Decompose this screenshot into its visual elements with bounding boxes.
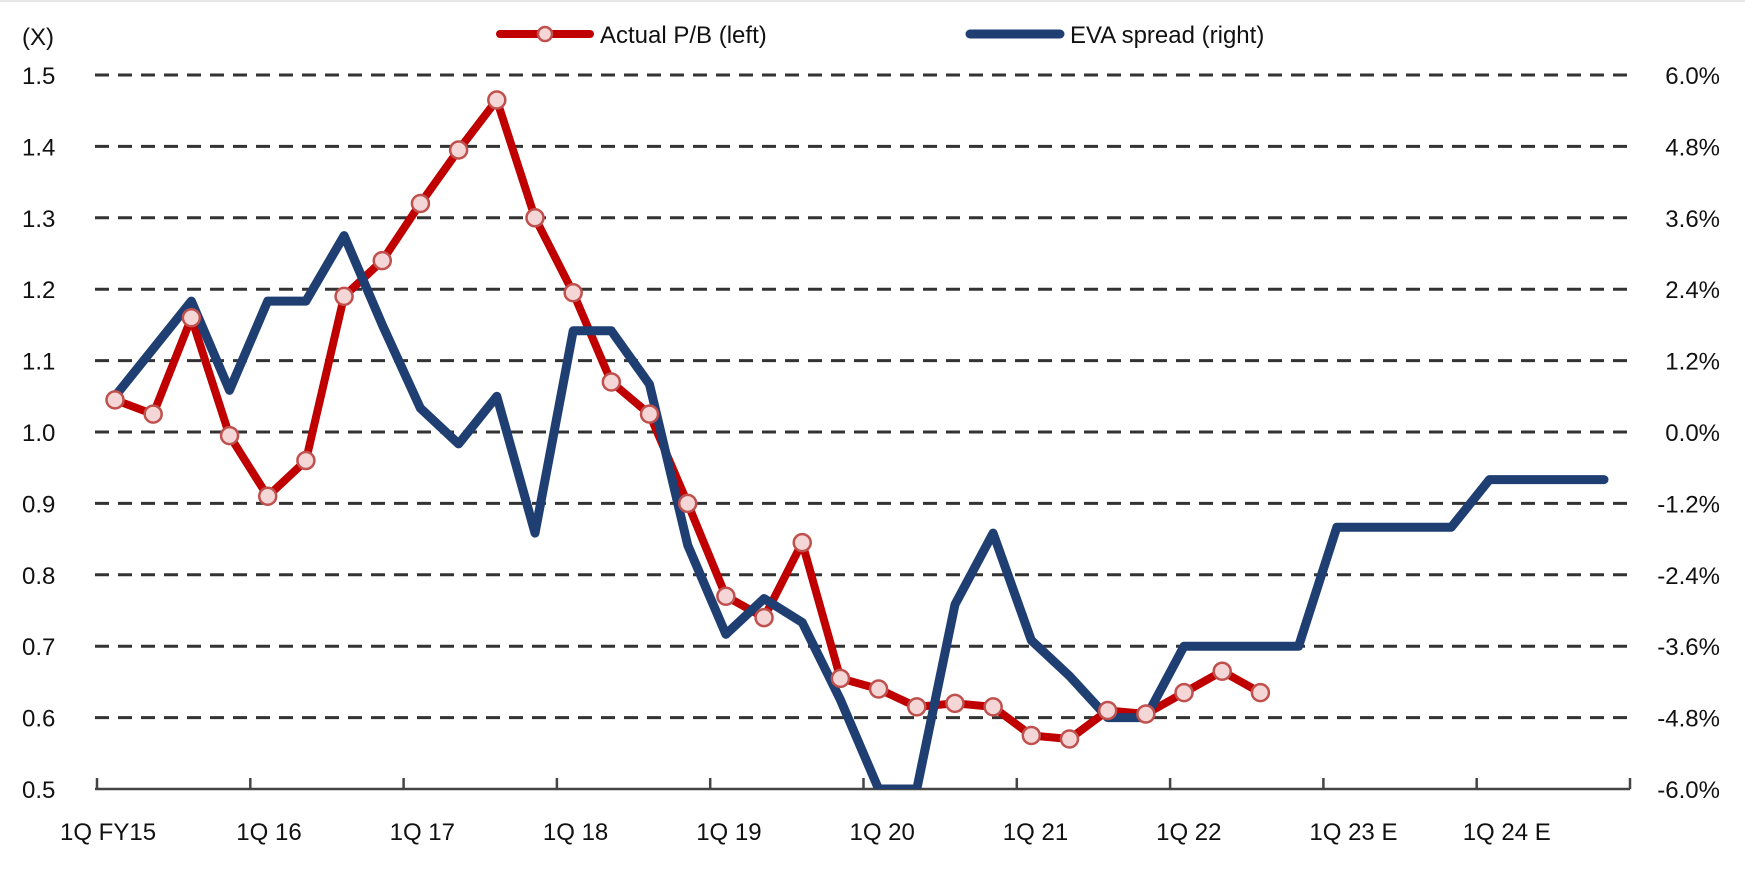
series-line-eva-spread <box>110 231 1609 789</box>
point-actual-pb <box>487 90 507 110</box>
y-right-tick-label: -2.4% <box>1657 563 1720 590</box>
x-tick-label: 1Q 24 E <box>1463 819 1551 846</box>
y-right-tick-label: 3.6% <box>1665 206 1720 233</box>
y-left-tick-label: 1.0 <box>22 420 55 447</box>
y-left-tick-label: 1.4 <box>22 134 55 161</box>
y-right-tick-label: 2.4% <box>1665 277 1720 304</box>
point-actual-pb <box>754 607 774 628</box>
legend-label-actual-pb: Actual P/B (left) <box>600 22 767 49</box>
point-actual-pb <box>448 140 469 160</box>
point-actual-pb <box>1250 682 1271 703</box>
legend-marker-actual-pb <box>536 25 554 43</box>
point-actual-pb <box>868 679 889 699</box>
y-right-tick-label: 4.8% <box>1665 134 1720 161</box>
series-lines <box>105 90 1609 789</box>
point-actual-pb <box>792 532 812 553</box>
y-right-tick-label: -4.8% <box>1657 706 1720 733</box>
point-actual-pb <box>1136 704 1156 724</box>
point-actual-pb <box>105 390 125 410</box>
point-actual-pb <box>219 425 240 446</box>
series-line-actual-pb <box>111 96 1265 743</box>
y-right-tick-label: 1.2% <box>1665 349 1720 376</box>
point-actual-pb <box>601 372 622 392</box>
point-actual-pb <box>1059 729 1080 749</box>
point-actual-pb <box>830 668 851 689</box>
point-actual-pb <box>563 283 583 303</box>
y-left-tick-label: 1.2 <box>22 277 55 304</box>
x-tick-label: 1Q 17 <box>390 819 455 846</box>
point-actual-pb <box>1174 682 1194 703</box>
point-actual-pb <box>1097 700 1118 721</box>
left-axis-unit: (X) <box>22 24 54 51</box>
point-actual-pb <box>983 697 1003 717</box>
point-actual-pb <box>945 693 965 714</box>
point-actual-pb <box>372 250 393 271</box>
point-actual-pb <box>1212 661 1232 681</box>
point-actual-pb <box>410 193 431 214</box>
point-actual-pb <box>525 208 545 228</box>
y-left-tick-label: 1.3 <box>22 206 55 233</box>
point-actual-pb <box>334 286 354 307</box>
point-actual-pb <box>181 308 202 328</box>
y-left-tick-label: 0.6 <box>22 706 55 733</box>
x-tick-label: 1Q 16 <box>236 819 301 846</box>
x-tick-label: 1Q 21 <box>1003 819 1068 846</box>
x-tick-label: 1Q 19 <box>696 819 761 846</box>
y-left-tick-label: 0.9 <box>22 491 55 518</box>
y-right-tick-label: 6.0% <box>1665 63 1720 90</box>
point-actual-pb <box>677 493 698 514</box>
axes: 1.5 6.0% 1.4 4.8% 1.3 3.6% 1.2 2.4% 1.1 1.2% 1.0 0.… <box>22 63 1720 846</box>
x-tick-label: 1Q 18 <box>543 819 608 846</box>
y-right-tick-label: -1.2% <box>1657 491 1720 518</box>
point-actual-pb <box>716 586 736 606</box>
y-left-tick-label: 0.5 <box>22 777 55 804</box>
y-right-tick-label: -6.0% <box>1657 777 1720 804</box>
y-left-tick-label: 1.5 <box>22 63 55 90</box>
legend: Actual P/B (left) EVA spread (right) <box>496 22 1264 49</box>
legend-label-eva-spread: EVA spread (right) <box>1070 22 1264 49</box>
point-actual-pb <box>296 450 316 471</box>
x-tick-label: 1Q 20 <box>850 819 915 846</box>
gridlines <box>95 73 1630 720</box>
y-left-tick-label: 0.8 <box>22 563 55 590</box>
point-actual-pb <box>639 404 660 424</box>
point-actual-pb <box>257 486 278 507</box>
y-left-tick-label: 1.1 <box>22 349 55 376</box>
y-right-tick-label: 0.0% <box>1665 420 1720 447</box>
x-tick-label: 1Q 23 E <box>1309 819 1397 846</box>
x-tick-label: 1Q 22 <box>1156 819 1221 846</box>
point-actual-pb <box>143 404 163 424</box>
point-actual-pb <box>907 697 927 717</box>
x-tick-label: 1Q FY15 <box>60 819 156 846</box>
y-right-tick-label: -3.6% <box>1657 634 1720 661</box>
point-actual-pb <box>1021 725 1042 746</box>
y-left-tick-label: 0.7 <box>22 634 55 661</box>
